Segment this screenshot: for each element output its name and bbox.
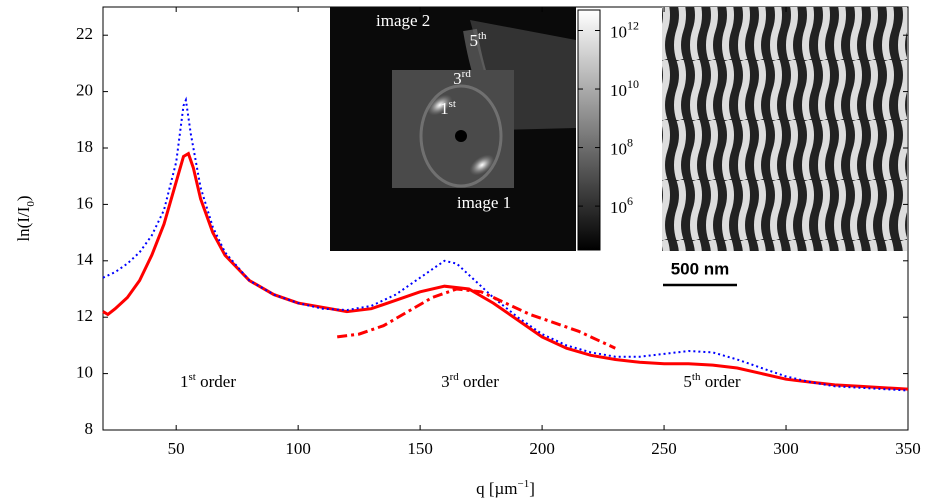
x-tick-label: 350 (895, 439, 921, 458)
annotation-suffix: order (700, 372, 740, 391)
x-axis-label-sup: −1 (518, 478, 530, 490)
y-tick-label: 10 (76, 363, 93, 382)
insets: 500 nm (330, 7, 907, 287)
inset-label: 5th (469, 30, 487, 50)
annotation-suffix: order (196, 372, 236, 391)
colorbar-tick-label: 1010 (610, 77, 639, 100)
ring (427, 94, 453, 116)
series-line (102, 96, 909, 392)
annotation: 1st order (180, 371, 236, 391)
colorbar-exp: 8 (627, 135, 633, 149)
colorbar-exp: 10 (627, 77, 639, 91)
colorbar (577, 9, 601, 251)
colorbar-exp: 12 (627, 18, 639, 32)
inset-label-main: image 1 (457, 193, 511, 212)
x-axis-label-main: q [µm (476, 479, 517, 498)
annotation-main: 5 (683, 372, 692, 391)
annotation-main: 3 (441, 372, 450, 391)
image1 (392, 70, 514, 188)
inset-label: image 2 (376, 11, 430, 30)
annotation: 5th order (683, 371, 741, 391)
y-tick-label: 8 (85, 419, 94, 438)
colorbar-tick-label: 108 (610, 135, 633, 158)
x-tick-label: 200 (529, 439, 555, 458)
inset-label-main: 3 (453, 69, 462, 88)
y-axis-label-sub: 0 (25, 201, 37, 207)
scale-bar-label: 500 nm (671, 259, 730, 278)
x-axis-label-suffix: ] (529, 479, 535, 498)
series-line (102, 151, 909, 391)
x-tick-label: 150 (407, 439, 433, 458)
y-tick-label: 12 (76, 306, 93, 325)
afm-image (662, 7, 907, 251)
inset-label: image 1 (457, 193, 511, 212)
inset-label-main: 5 (469, 31, 478, 50)
annotation-main: 1 (180, 372, 189, 391)
colorbar-tick-label: 1012 (610, 18, 639, 41)
inset-label: 3rd (453, 68, 471, 88)
series-line (337, 287, 616, 350)
x-tick-label: 100 (285, 439, 311, 458)
x-tick-label: 50 (168, 439, 185, 458)
y-axis-label-main: ln(I/I (14, 206, 33, 241)
y-axis-label: ln(I/I0) (14, 195, 37, 241)
annotation: 3rd order (441, 371, 499, 391)
y-tick-label: 20 (76, 81, 93, 100)
ring (469, 154, 495, 176)
inset-label-sup: st (449, 98, 456, 110)
inset-label-sup: rd (462, 68, 472, 80)
annotation-sup: th (692, 371, 701, 383)
y-tick-label: 14 (76, 250, 94, 269)
annotation-sup: rd (450, 371, 460, 383)
colorbar-tick-label: 106 (610, 194, 633, 217)
annotation-suffix: order (459, 372, 499, 391)
inset-label-main: image 2 (376, 11, 430, 30)
colorbar-base: 10 (610, 81, 627, 100)
beamstop (455, 130, 467, 142)
colorbar-base: 10 (610, 198, 627, 217)
y-tick-label: 22 (76, 24, 93, 43)
x-axis-label: q [µm−1] (476, 478, 535, 498)
inset-label-sup: th (478, 30, 487, 42)
colorbar-exp: 6 (627, 194, 633, 208)
y-tick-label: 18 (76, 137, 93, 156)
annotation-sup: st (189, 371, 196, 383)
inset-label-main: 1 (440, 99, 449, 118)
y-tick-label: 16 (76, 193, 93, 212)
ring (419, 84, 503, 188)
colorbar-base: 10 (610, 139, 627, 158)
y-axis-label-suffix: ) (14, 195, 33, 201)
x-tick-label: 300 (773, 439, 799, 458)
colorbar-base: 10 (610, 22, 627, 41)
x-tick-label: 250 (651, 439, 677, 458)
inset-label: 1st (440, 98, 456, 118)
